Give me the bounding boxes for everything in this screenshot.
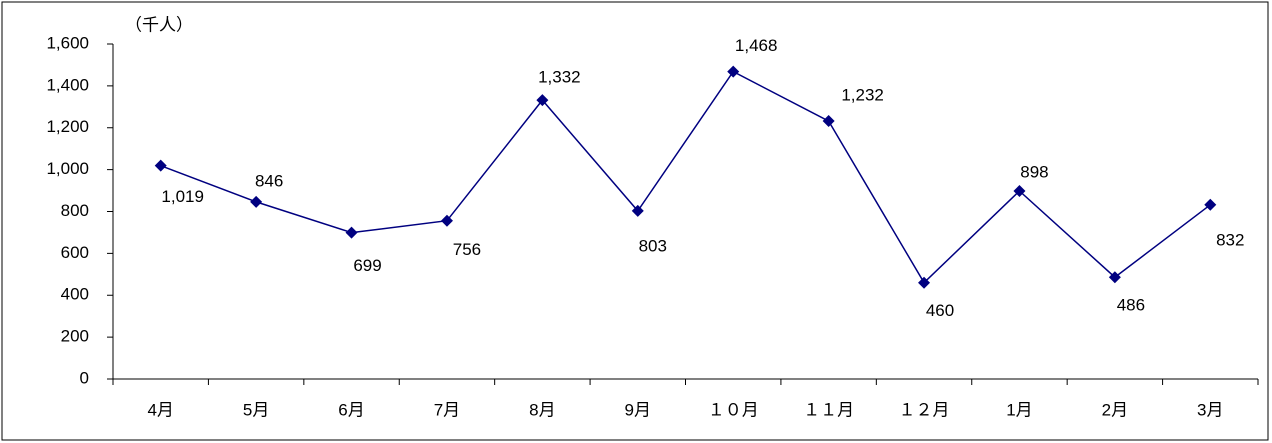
data-label: 803 <box>639 236 667 255</box>
data-label: 1,019 <box>161 187 204 206</box>
y-tick-label: 600 <box>61 243 89 262</box>
marker <box>727 65 740 78</box>
x-tick-label: 2月 <box>1102 400 1128 419</box>
x-tick-label: １１月 <box>803 400 854 419</box>
data-label: 898 <box>1020 162 1048 181</box>
marker <box>1204 198 1217 211</box>
x-tick-label: 6月 <box>338 400 364 419</box>
marker <box>1108 271 1121 284</box>
x-tick-label: 8月 <box>529 400 555 419</box>
data-label: 832 <box>1216 230 1244 249</box>
y-tick-label: 1,000 <box>46 159 89 178</box>
marker <box>631 204 644 217</box>
y-tick-label: 1,600 <box>46 33 89 52</box>
y-tick-label: 1,200 <box>46 117 89 136</box>
x-tick-label: 1月 <box>1006 400 1032 419</box>
marker <box>822 115 835 128</box>
data-label: 486 <box>1117 296 1145 315</box>
x-tick-label: 4月 <box>147 400 173 419</box>
y-tick-label: 200 <box>61 327 89 346</box>
y-tick-label: 800 <box>61 201 89 220</box>
marker <box>918 276 931 289</box>
data-label: 1,468 <box>735 36 778 55</box>
marker <box>154 159 167 172</box>
marker <box>250 195 263 208</box>
data-label: 846 <box>255 171 283 190</box>
marker <box>536 94 549 107</box>
x-tick-label: 5月 <box>243 400 269 419</box>
x-tick-label: 7月 <box>434 400 460 419</box>
marker <box>440 214 453 227</box>
marker <box>1013 184 1026 197</box>
x-tick-label: １２月 <box>899 400 950 419</box>
data-label: 1,332 <box>538 68 581 87</box>
y-tick-label: 0 <box>80 368 89 387</box>
data-label: 460 <box>926 301 954 320</box>
y-tick-label: 400 <box>61 285 89 304</box>
data-label: 1,232 <box>841 86 884 105</box>
y-axis-label: （千人） <box>125 15 193 34</box>
data-label: 699 <box>353 256 381 275</box>
x-tick-label: 9月 <box>625 400 651 419</box>
x-tick-label: １０月 <box>708 400 759 419</box>
x-tick-label: 3月 <box>1197 400 1223 419</box>
line <box>160 70 1211 284</box>
marker <box>345 226 358 239</box>
data-label: 756 <box>453 240 481 259</box>
y-tick-label: 1,400 <box>46 75 89 94</box>
